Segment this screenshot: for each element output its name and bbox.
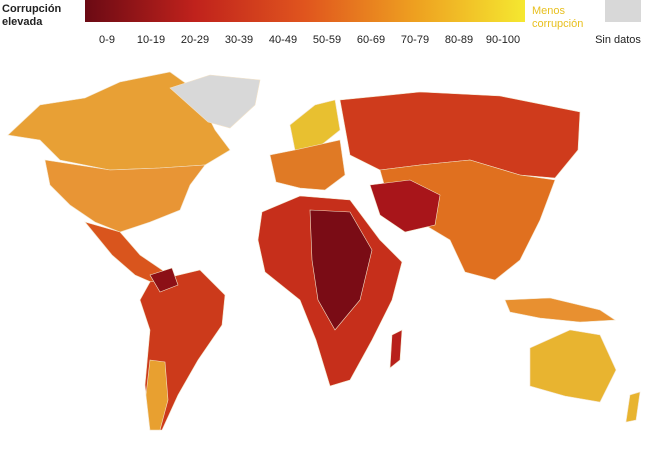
new-zealand: [625, 391, 641, 423]
bin-label: 0-9: [99, 34, 115, 46]
chile-argentina: [145, 359, 169, 431]
madagascar: [389, 329, 403, 369]
canada: [7, 71, 231, 171]
bin-label: 30-39: [225, 34, 253, 46]
australia: [529, 329, 617, 403]
middle-east: [369, 179, 441, 233]
no-data-label: Sin datos: [595, 34, 641, 46]
world-map: [7, 71, 641, 431]
high-label: Corrupción: [2, 3, 62, 15]
legend-scale: [85, 0, 525, 22]
bin-label: 50-59: [313, 34, 341, 46]
bin-label: 60-69: [357, 34, 385, 46]
legend-bins: 0-9 10-19 20-29 30-39 40-49 50-59 60-69 70-79 80…: [99, 34, 520, 46]
usa: [44, 159, 206, 233]
bin-label: 20-29: [181, 34, 209, 46]
low-label: corrupción: [532, 18, 583, 30]
central-africa: [309, 209, 373, 331]
bin-label: 70-79: [401, 34, 429, 46]
bin-label: 80-89: [445, 34, 473, 46]
greenland: [169, 74, 261, 129]
low-label: Menos: [532, 5, 566, 17]
russia-asia: [339, 91, 581, 179]
high-label: elevada: [2, 16, 43, 28]
bin-label: 90-100: [486, 34, 520, 46]
bin-label: 10-19: [137, 34, 165, 46]
no-data-swatch: [605, 0, 641, 22]
indonesia: [504, 297, 616, 323]
europe: [269, 139, 346, 191]
bin-label: 40-49: [269, 34, 297, 46]
venezuela: [149, 267, 179, 293]
